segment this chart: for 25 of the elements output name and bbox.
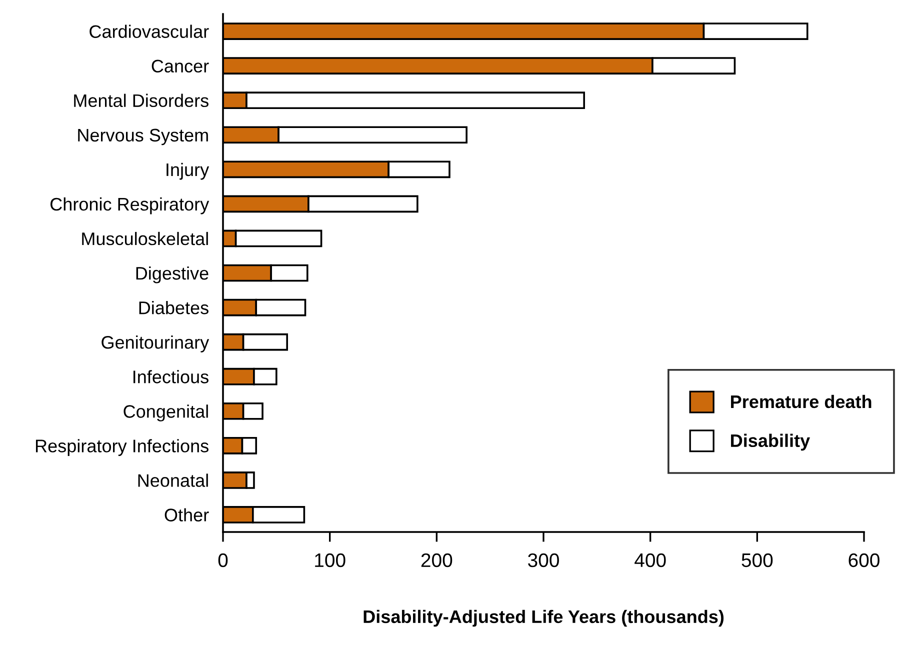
x-tick-label: 200 (421, 553, 452, 568)
y-tick-label: Injury (166, 162, 210, 180)
y-tick-label: Cardiovascular (90, 24, 209, 38)
y-tick-label: Mental Disorders (74, 94, 208, 108)
y-tick-label: Other (164, 508, 209, 522)
legend-label: Disability (731, 434, 810, 451)
y-tick-label: Neonatal (138, 474, 208, 487)
legend-label: Premature death (731, 394, 872, 408)
y-tick-label: Respiratory Infections (36, 439, 208, 456)
y-tick-label: Diabetes (139, 300, 208, 314)
y-tick-label: Cancer (152, 60, 209, 73)
x-axis-title: Disability-Adjusted Life Years (thousands) (364, 610, 724, 627)
x-tick-label: 300 (528, 553, 559, 568)
x-tick-label: 0 (218, 553, 228, 568)
y-tick-label: Chronic Respiratory (50, 197, 210, 214)
x-tick-label: 100 (315, 553, 346, 568)
y-tick-label: Nervous System (78, 128, 208, 146)
y-tick-label: Infectious (134, 370, 208, 384)
y-tick-label: Digestive (136, 266, 208, 284)
x-tick-label: 400 (634, 553, 666, 568)
y-tick-label: Congenital (124, 404, 208, 422)
y-tick-label: Genitourinary (102, 336, 210, 352)
y-tick-label: Musculoskeletal (82, 232, 208, 246)
x-tick-label: 600 (848, 553, 880, 568)
x-tick-label: 500 (742, 553, 773, 568)
